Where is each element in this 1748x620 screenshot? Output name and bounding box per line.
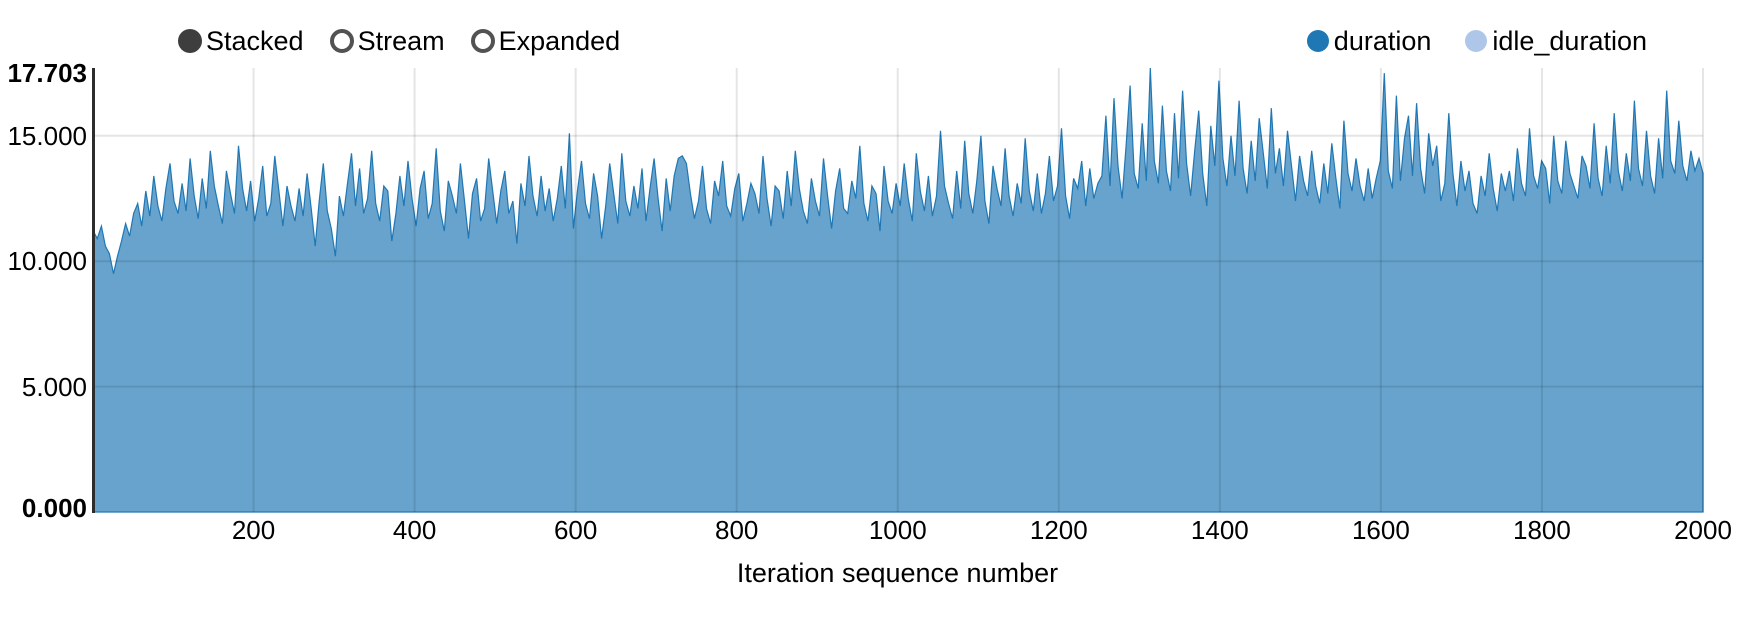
legend-item-duration[interactable]: duration	[1306, 26, 1432, 56]
legend-swatch-icon	[1306, 30, 1329, 52]
x-tick-label: 200	[231, 515, 276, 545]
x-tick-label: 600	[553, 515, 598, 545]
duration-area-series[interactable]	[92, 67, 1704, 513]
chart-style-option-stacked[interactable]: Stacked	[178, 26, 304, 56]
y-tick-label: 17.703	[7, 58, 87, 88]
legend-swatch-icon	[1465, 30, 1488, 52]
y-tick-label: 0.000	[21, 493, 87, 523]
chart-style-option-expanded[interactable]: Expanded	[470, 26, 621, 56]
x-tick-label: 1200	[1029, 515, 1088, 545]
chart-style-option-label: Expanded	[498, 26, 621, 56]
chart-style-option-label: Stream	[357, 26, 445, 56]
x-tick-label: 2000	[1674, 515, 1732, 545]
x-tick-label: 400	[392, 515, 437, 545]
radio-unselected-icon	[470, 29, 495, 53]
chart-style-option-label: Stacked	[206, 26, 304, 56]
x-tick-label: 1000	[868, 515, 927, 545]
legend-item-idle_duration[interactable]: idle_duration	[1465, 26, 1647, 56]
radio-selected-icon	[178, 29, 202, 53]
x-axis-title: Iteration sequence number	[736, 558, 1059, 588]
y-tick-label: 10.000	[7, 246, 87, 277]
y-tick-label: 15.000	[7, 120, 87, 151]
legend-item-label: idle_duration	[1492, 26, 1647, 56]
legend-item-label: duration	[1333, 26, 1432, 56]
chart-style-option-stream[interactable]: Stream	[329, 26, 445, 56]
chart-legend: duration idle_duration	[1306, 26, 1647, 56]
y-tick-label: 5.000	[21, 371, 87, 402]
chart-style-controls: Stacked Stream Expanded	[178, 26, 620, 56]
x-tick-label: 1600	[1351, 515, 1410, 545]
x-tick-label: 1800	[1513, 515, 1571, 545]
x-tick-label: 1400	[1190, 515, 1249, 545]
radio-unselected-icon	[329, 29, 354, 53]
x-tick-label: 800	[714, 515, 759, 545]
